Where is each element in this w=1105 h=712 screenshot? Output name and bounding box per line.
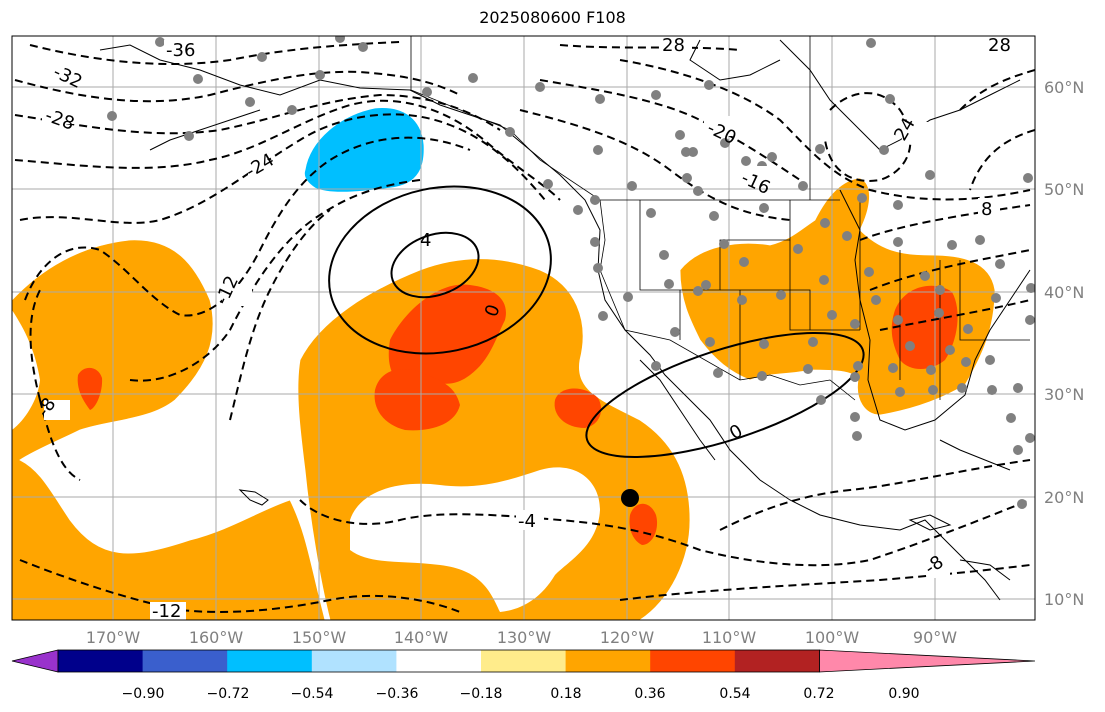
negative-anomaly-blue bbox=[304, 107, 425, 193]
red-region-3 bbox=[554, 388, 602, 428]
longitude-labels: 170°W 160°W 150°W 140°W 130°W 120°W 110°… bbox=[86, 628, 957, 647]
contour-label: -4 bbox=[518, 511, 536, 532]
latitude-labels: 60°N 50°N 40°N 30°N 20°N 10°N bbox=[1044, 78, 1084, 609]
contour-label: 8 bbox=[981, 199, 992, 220]
lon-label: 130°W bbox=[497, 628, 552, 647]
contour-zero-ellipse bbox=[328, 185, 552, 355]
colorbar-extend-max bbox=[819, 649, 1036, 673]
colorbar-ticks: −0.90 −0.72 −0.54 −0.36 −0.18 0.18 0.36 … bbox=[122, 686, 920, 702]
lat-label: 60°N bbox=[1044, 78, 1084, 97]
contour-label: -36 bbox=[166, 40, 195, 61]
colorbar-tick: −0.90 bbox=[122, 686, 165, 702]
colorbar-tick: 0.18 bbox=[550, 686, 581, 702]
red-region-1 bbox=[388, 284, 506, 386]
graticule bbox=[12, 36, 1035, 620]
colorbar-tick: 0.36 bbox=[634, 686, 665, 702]
map-title: 2025080600 F108 bbox=[479, 8, 626, 27]
lat-label: 10°N bbox=[1044, 590, 1084, 609]
lon-label: 90°W bbox=[913, 628, 957, 647]
map-canvas: -36 -32 -28 28 28 -24 24 -20 -16 -12 -12… bbox=[12, 35, 1035, 622]
lon-label: 110°W bbox=[702, 628, 757, 647]
lat-label: 40°N bbox=[1044, 283, 1084, 302]
colorbar-tick: −0.18 bbox=[460, 686, 503, 702]
red-region-4 bbox=[77, 367, 103, 410]
colorbar-swatch bbox=[481, 650, 567, 672]
colorbar-swatch bbox=[734, 650, 820, 672]
colorbar-swatch bbox=[311, 650, 397, 672]
contour-four-ellipse bbox=[390, 231, 480, 299]
colorbar-swatch bbox=[650, 650, 736, 672]
colorbar-tick: 0.54 bbox=[719, 686, 750, 702]
lat-label: 20°N bbox=[1044, 488, 1084, 507]
contour-label: 4 bbox=[420, 230, 431, 251]
colorbar-tick: −0.72 bbox=[207, 686, 250, 702]
lon-label: 140°W bbox=[394, 628, 449, 647]
white-gap-central bbox=[350, 467, 600, 612]
contour-labels: -36 -32 -28 28 28 -24 24 -20 -16 -12 -12… bbox=[33, 35, 1015, 622]
lat-label: 50°N bbox=[1044, 180, 1084, 199]
colorbar-extend-min bbox=[11, 649, 59, 673]
colorbar-tick: −0.54 bbox=[291, 686, 334, 702]
map-frame bbox=[11, 35, 1036, 621]
positive-contours bbox=[328, 185, 865, 458]
colorbar-swatch bbox=[396, 650, 482, 672]
colorbar-frame bbox=[57, 649, 820, 673]
lon-label: 160°W bbox=[189, 628, 244, 647]
colorbar-swatch bbox=[142, 650, 228, 672]
contour-label: -12 bbox=[152, 601, 181, 622]
contour-zero-ellipse-east bbox=[585, 332, 865, 458]
colorbar-tick: 0.90 bbox=[888, 686, 919, 702]
lon-label: 150°W bbox=[292, 628, 347, 647]
colorbar-tick: −0.36 bbox=[376, 686, 419, 702]
colorbar bbox=[11, 649, 1036, 673]
storm-position-marker bbox=[621, 489, 639, 507]
station-markers bbox=[107, 36, 1035, 509]
coastlines bbox=[99, 39, 1031, 601]
political-borders bbox=[410, 36, 1030, 401]
lat-label: 30°N bbox=[1044, 385, 1084, 404]
orange-region-west bbox=[12, 239, 326, 620]
colorbar-swatch bbox=[58, 650, 144, 672]
red-region-2 bbox=[374, 369, 460, 431]
lon-label: 100°W bbox=[805, 628, 860, 647]
contour-label: 28 bbox=[662, 35, 685, 56]
colorbar-swatch bbox=[227, 650, 313, 672]
lon-label: 170°W bbox=[86, 628, 141, 647]
lon-label: 120°W bbox=[600, 628, 655, 647]
colorbar-swatch bbox=[565, 650, 651, 672]
colorbar-tick: 0.72 bbox=[803, 686, 834, 702]
contour-label: 28 bbox=[988, 35, 1011, 56]
